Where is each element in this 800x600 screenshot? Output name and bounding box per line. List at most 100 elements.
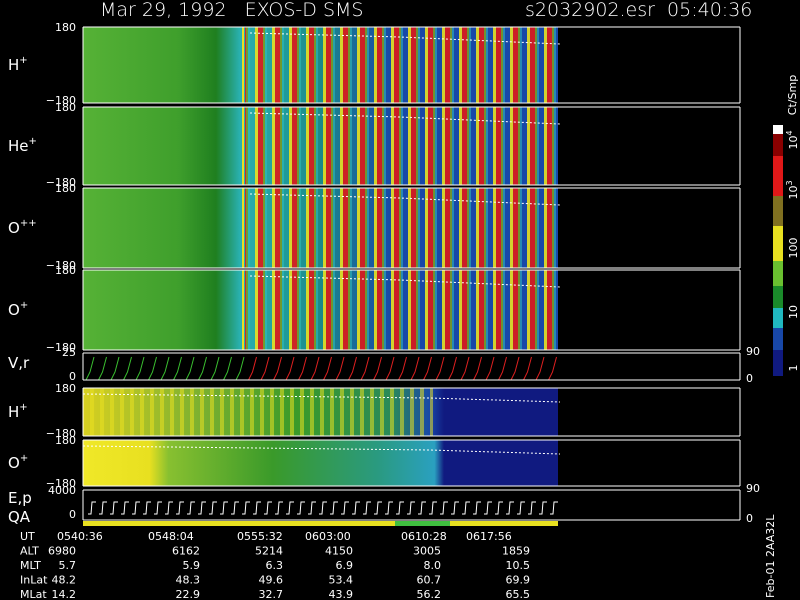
ep-trace — [319, 501, 327, 515]
ep-trace — [308, 501, 316, 515]
tick-label: 180 — [55, 382, 76, 395]
vr-trace — [110, 356, 120, 381]
cell: 6.9 — [336, 559, 354, 572]
charge: ++ — [20, 218, 37, 229]
title: Mar 29, 1992 EXOS-D SMS — [100, 0, 363, 21]
charge: + — [29, 136, 37, 147]
spectrogram-stripes — [245, 27, 558, 103]
ep-trace — [154, 501, 162, 515]
vr-trace — [285, 356, 295, 381]
spectrogram-stripes — [245, 270, 558, 350]
ep-trace — [253, 501, 261, 515]
tick-label: −180 — [46, 477, 76, 490]
qa-bar — [395, 521, 450, 526]
vr-trace — [123, 356, 132, 381]
vr-trace — [348, 356, 357, 381]
cell: 0610:28 — [401, 530, 447, 543]
vr-trace — [160, 356, 170, 381]
cell: 6162 — [172, 545, 200, 558]
ep-trace — [429, 501, 437, 515]
cell: 69.9 — [506, 574, 531, 587]
species: O — [8, 219, 20, 237]
vr-trace — [198, 356, 207, 381]
cell: 48.2 — [52, 574, 77, 587]
tick-label: −180 — [46, 94, 76, 107]
vr-trace — [248, 356, 257, 381]
colorbar-base: 100 — [787, 238, 800, 259]
cell: 1859 — [502, 545, 530, 558]
vr-trace — [498, 356, 507, 381]
cell: 60.7 — [417, 574, 442, 587]
colorbar-base: 10 — [787, 186, 800, 200]
vr-trace — [373, 356, 382, 381]
ep-trace — [352, 501, 360, 515]
colorbar-label: 103 — [785, 180, 800, 199]
vr-trace — [360, 356, 370, 381]
tick-label: −180 — [46, 259, 76, 272]
tick-label: 90 — [746, 482, 760, 495]
trace — [249, 112, 561, 125]
cb-seg — [773, 350, 783, 376]
ep-trace — [121, 501, 129, 515]
cell: 49.6 — [259, 574, 284, 587]
colorbar-exp: 3 — [785, 180, 794, 185]
vr-trace — [98, 356, 107, 381]
vr-trace — [185, 356, 195, 381]
ep-trace — [374, 501, 382, 515]
colorbar-base: 1 — [787, 365, 800, 372]
cb-seg — [773, 196, 783, 226]
trace — [249, 193, 561, 206]
cell: 48.3 — [176, 574, 201, 587]
vr-trace — [410, 356, 420, 381]
vr-trace — [235, 356, 245, 381]
species-label: He+ — [8, 136, 37, 155]
vr-trace — [510, 356, 520, 381]
row-label: ALT — [20, 545, 39, 558]
vr-trace — [423, 356, 432, 381]
vr-trace — [448, 356, 457, 381]
cb-seg — [773, 134, 783, 156]
ep-trace — [341, 501, 349, 515]
ep-label: E,p — [8, 489, 32, 507]
tick-label: −180 — [46, 176, 76, 189]
cb-seg — [773, 156, 783, 196]
cell: 56.2 — [417, 588, 442, 600]
charge: + — [19, 55, 27, 66]
vr-trace — [310, 356, 320, 381]
species: O — [8, 454, 20, 472]
ep-trace — [396, 501, 404, 515]
ep-trace — [473, 501, 481, 515]
tick-label: 180 — [55, 21, 76, 34]
ep-trace — [418, 501, 426, 515]
tick-label: 90 — [746, 345, 760, 358]
cell: 3005 — [413, 545, 441, 558]
tick-label: 180 — [55, 434, 76, 447]
cb-seg — [773, 328, 783, 350]
vr-trace — [435, 356, 445, 381]
ep-trace — [539, 501, 547, 515]
file-info: s2032902.esr 05:40:36 — [525, 0, 752, 21]
vr-trace — [148, 356, 157, 381]
ep-trace — [462, 501, 470, 515]
spectrogram — [83, 440, 558, 486]
vr-trace — [85, 356, 95, 381]
trace — [249, 275, 561, 288]
species: H — [8, 56, 19, 74]
tick-label: 180 — [55, 264, 76, 277]
vr-trace — [460, 356, 470, 381]
tick-label: 0 — [746, 512, 753, 525]
cb-seg — [773, 261, 783, 286]
vr-trace — [473, 356, 482, 381]
species: H — [8, 403, 19, 421]
trace — [249, 32, 561, 45]
trace — [82, 393, 561, 403]
colorbar-label: 1 — [787, 365, 800, 372]
cell: 22.9 — [176, 588, 201, 600]
tick-label: 25 — [62, 346, 76, 359]
species-label: O++ — [8, 218, 37, 237]
species: He — [8, 137, 29, 155]
tick-label: 0 — [69, 508, 76, 521]
ep-trace — [286, 501, 294, 515]
row-label: InLat — [20, 574, 48, 587]
